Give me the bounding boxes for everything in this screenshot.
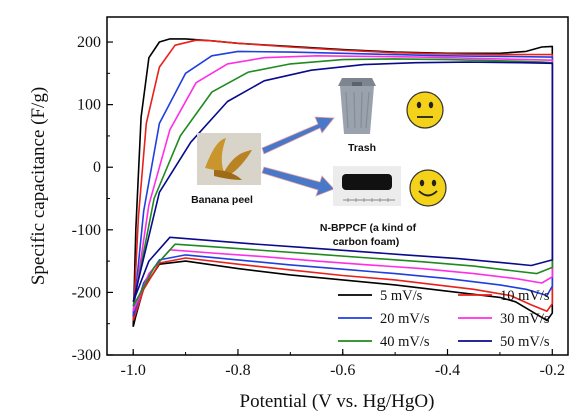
series-line-6 [132,61,554,303]
legend-label-3: 20 mV/s [380,311,430,327]
x-tick-label: -1.0 [121,362,146,379]
foam-label-line2: carbon foam) [333,236,400,248]
x-tick-label: -0.4 [435,362,460,379]
neutral-face-icon [406,91,444,129]
trash-can-icon [338,78,376,134]
legend-label-5: 40 mV/s [380,334,430,350]
inset-illustration: Banana peel Trash N-BPPCF (a kind of car… [191,78,447,248]
legend-label-4: 30 mV/s [500,311,550,327]
banana-peel-label: Banana peel [191,194,253,206]
y-tick-label: -300 [72,347,101,364]
y-axis-title: Specific capacitance (F/g) [28,87,49,285]
plot-area [106,16,569,356]
x-axis-ticks: -1.0 -0.8 -0.6 -0.4 -0.2 [121,349,565,379]
cv-curves [132,38,554,327]
trash-label: Trash [348,142,376,154]
banana-peel-photo [197,133,261,185]
legend-label-6: 50 mV/s [500,334,550,350]
x-tick-label: -0.8 [225,362,250,379]
foam-label-line1: N-BPPCF (a kind of [320,222,417,234]
x-tick-label: -0.6 [330,362,355,379]
legend-label-2: 10 mV/s [500,288,550,304]
y-tick-label: 0 [93,159,101,176]
x-tick-label: -0.2 [540,362,565,379]
series-line-1 [132,38,554,327]
y-tick-label: -100 [72,222,101,239]
happy-face-icon [409,169,447,207]
arrow-to-foam [261,166,335,197]
y-tick-label: 100 [77,97,101,114]
carbon-foam-photo [333,166,401,206]
legend-label-1: 5 mV/s [380,288,423,304]
series-line-2 [132,39,554,321]
arrow-to-trash [261,116,335,155]
y-axis-ticks: -300 -200 -100 0 100 200 [72,34,113,364]
x-axis-title: Potential (V vs. Hg/HgO) [240,391,435,412]
y-tick-label: 200 [77,34,101,51]
series-line-3 [132,50,554,317]
legend: 5 mV/s 10 mV/s 20 mV/s 30 mV/s 40 mV/s 50 mV/… [338,288,550,350]
y-tick-label: -200 [72,284,101,301]
